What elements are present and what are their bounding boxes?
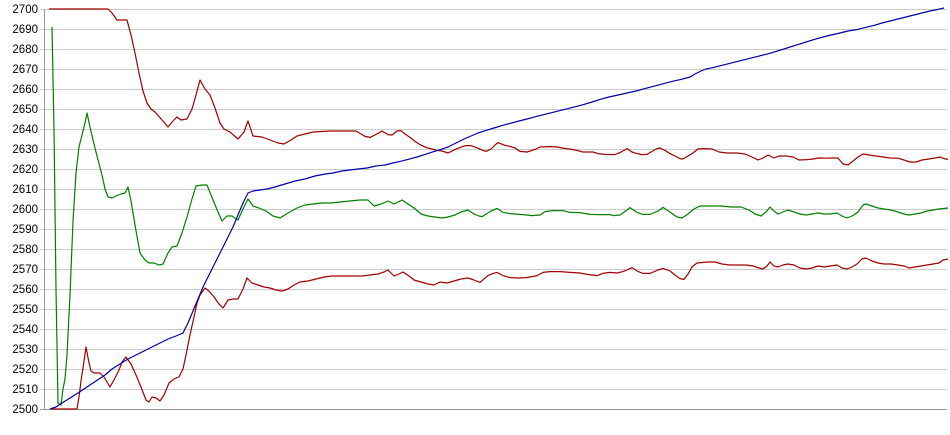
- y-axis-label: 2660: [12, 84, 38, 96]
- y-axis-label: 2580: [12, 244, 38, 256]
- y-axis-label: 2590: [12, 224, 38, 236]
- y-axis-label: 2670: [12, 64, 38, 76]
- series-lines: [49, 7, 949, 410]
- y-axis-label: 2570: [12, 264, 38, 276]
- y-axis-label: 2510: [12, 384, 38, 396]
- y-axis-label: 2550: [12, 304, 38, 316]
- blue-line: [49, 7, 945, 410]
- gridlines: [40, 9, 947, 410]
- y-axis-label: 2690: [12, 24, 38, 36]
- y-axis-label: 2610: [12, 184, 38, 196]
- y-axis-label: 2650: [12, 104, 38, 116]
- green-line: [51, 26, 949, 406]
- y-axis-label: 2640: [12, 124, 38, 136]
- y-axis-labels: 2700 2690 2680 2670 2660 2650 2640 2630 2620 2610…: [12, 4, 38, 416]
- upper-red-line: [49, 8, 949, 166]
- y-axis-label: 2680: [12, 44, 38, 56]
- y-axis-label: 2700: [12, 4, 38, 16]
- y-axis-label: 2530: [12, 344, 38, 356]
- y-axis-label: 2500: [12, 404, 38, 416]
- lower-red-line: [52, 257, 949, 410]
- y-axis-label: 2540: [12, 324, 38, 336]
- y-axis-label: 2560: [12, 284, 38, 296]
- y-axis-label: 2630: [12, 144, 38, 156]
- y-axis-label: 2620: [12, 164, 38, 176]
- y-axis-label: 2520: [12, 364, 38, 376]
- y-axis-label: 2600: [12, 204, 38, 216]
